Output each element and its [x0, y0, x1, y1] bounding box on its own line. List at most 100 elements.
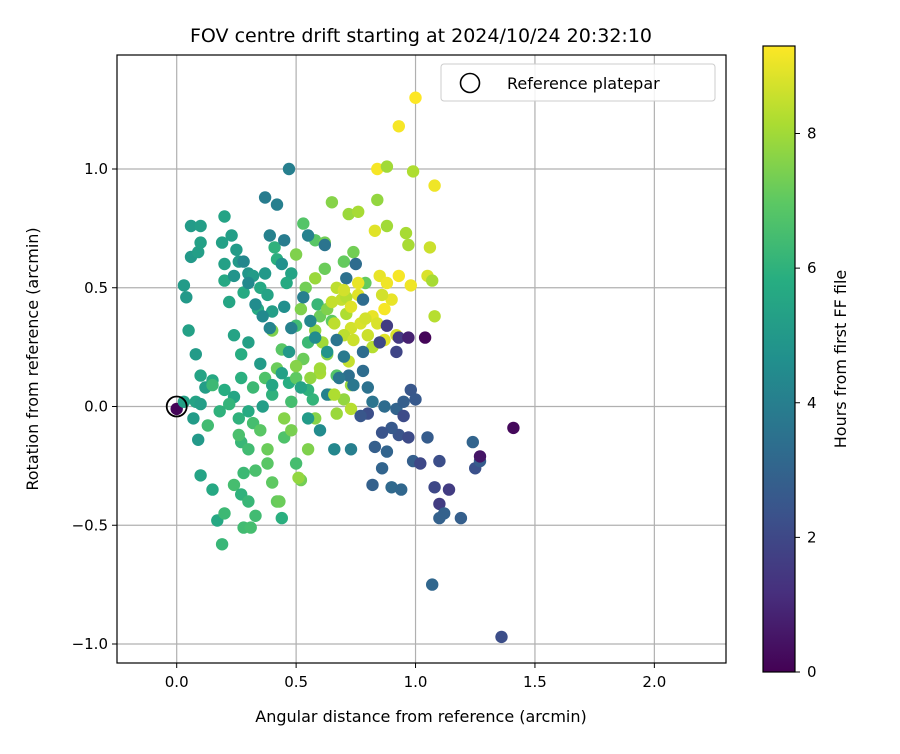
- scatter-point: [263, 229, 276, 242]
- legend-entry: Reference platepar: [507, 74, 660, 93]
- scatter-point: [433, 511, 446, 525]
- scatter-point: [289, 248, 303, 261]
- scatter-point: [433, 454, 446, 468]
- scatter-point: [299, 281, 312, 294]
- colorbar: 0 2 4 6 8 Hours from first FF file: [762, 45, 850, 681]
- scatter-point: [349, 257, 362, 271]
- scatter-point: [337, 283, 351, 297]
- scatter-point: [258, 191, 272, 204]
- scatter-point: [371, 317, 384, 330]
- scatter-point: [325, 196, 339, 209]
- scatter-point: [275, 367, 288, 380]
- chart-title: FOV centre drift starting at 2024/10/24 …: [190, 25, 652, 47]
- scatter-point: [270, 198, 284, 211]
- scatter-point: [402, 238, 415, 252]
- scatter-point: [218, 274, 231, 287]
- scatter-point: [495, 630, 508, 644]
- scatter-point: [404, 383, 417, 397]
- scatter-point: [232, 412, 245, 425]
- scatter-point: [215, 236, 229, 249]
- scatter-point: [206, 483, 219, 496]
- scatter-point: [375, 462, 389, 475]
- scatter-point: [263, 321, 276, 335]
- scatter-point: [397, 395, 410, 408]
- scatter-point: [266, 305, 279, 318]
- scatter-point: [337, 255, 351, 268]
- scatter-point: [409, 393, 422, 406]
- x-tick-label: 0.0: [165, 673, 189, 691]
- data-points: [170, 91, 520, 644]
- scatter-point: [256, 310, 269, 323]
- y-tick-label: −1.0: [72, 635, 108, 653]
- scatter-point: [230, 243, 243, 256]
- scatter-point: [397, 409, 410, 423]
- colorbar-ticks: 0 2 4 6 8: [795, 125, 817, 681]
- scatter-point: [380, 160, 394, 173]
- scatter-point: [237, 286, 250, 299]
- x-tick-label: 0.5: [284, 673, 308, 691]
- scatter-point: [192, 433, 205, 446]
- scatter-point: [213, 405, 226, 418]
- scatter-point: [278, 234, 291, 247]
- scatter-point: [385, 293, 398, 306]
- scatter-point: [237, 466, 250, 480]
- scatter-point: [392, 120, 405, 133]
- scatter-point: [278, 300, 291, 313]
- scatter-point: [254, 357, 267, 370]
- y-tick-label: 0.0: [84, 398, 108, 416]
- scatter-point: [337, 350, 351, 363]
- scatter-point: [249, 509, 262, 522]
- scatter-point: [337, 393, 351, 406]
- scatter-point: [266, 388, 279, 401]
- scatter-point: [206, 378, 219, 392]
- scatter-point: [297, 217, 310, 230]
- scatter-point: [406, 165, 420, 178]
- scatter-point: [289, 359, 303, 373]
- scatter-point: [409, 91, 422, 104]
- scatter-point: [275, 511, 288, 525]
- scatter-point: [352, 276, 365, 290]
- scatter-point: [414, 457, 427, 470]
- scatter-point: [249, 464, 262, 477]
- scatter-point: [218, 257, 231, 271]
- scatter-point: [378, 302, 391, 316]
- scatter-point: [418, 331, 432, 344]
- scatter-point: [223, 397, 236, 411]
- x-tick-label: 1.5: [523, 673, 547, 691]
- scatter-point: [380, 276, 394, 290]
- scatter-point: [328, 317, 341, 330]
- scatter-point: [359, 312, 372, 325]
- scatter-point: [371, 162, 384, 176]
- scatter-point: [189, 348, 202, 361]
- scatter-point: [215, 538, 229, 551]
- scatter-point: [344, 443, 358, 456]
- legend: Reference platepar: [440, 63, 716, 102]
- scatter-point: [466, 435, 479, 449]
- scatter-point: [395, 483, 408, 496]
- x-tick-label: 1.0: [404, 673, 428, 691]
- scatter-point: [227, 329, 241, 342]
- scatter-point: [399, 226, 413, 240]
- scatter-point: [285, 321, 298, 335]
- scatter-point: [304, 371, 317, 385]
- scatter-point: [242, 443, 255, 456]
- scatter-point: [442, 483, 456, 496]
- scatter-point: [344, 300, 358, 313]
- scatter-point: [352, 205, 365, 218]
- colorbar-tick-label: 2: [807, 528, 817, 546]
- scatter-point: [282, 345, 296, 359]
- plot-background: [117, 55, 726, 663]
- scatter-point: [373, 336, 386, 349]
- scatter-point: [347, 333, 360, 347]
- colorbar-tick-label: 6: [807, 259, 817, 277]
- scatter-point: [366, 478, 379, 492]
- scatter-point: [368, 440, 382, 454]
- scatter-point: [380, 219, 394, 233]
- scatter-point: [194, 369, 207, 382]
- scatter-point: [361, 329, 374, 342]
- scatter-point: [261, 443, 274, 456]
- scatter-point: [328, 388, 341, 401]
- scatter-point: [244, 521, 257, 534]
- scatter-point: [180, 291, 193, 304]
